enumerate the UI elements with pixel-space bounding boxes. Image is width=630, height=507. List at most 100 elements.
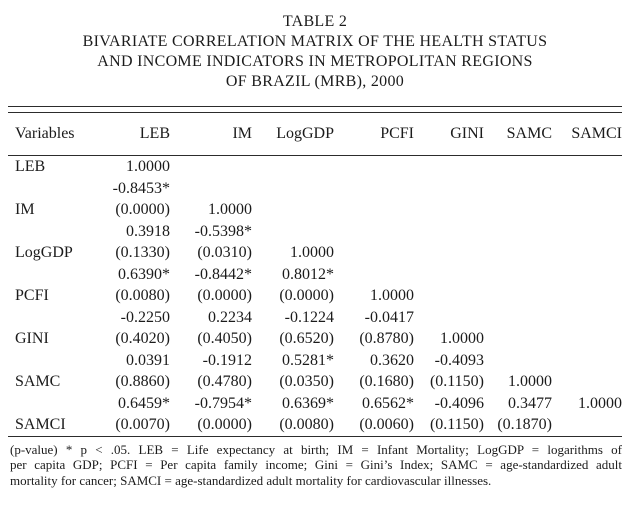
table-row: 0.3918 -0.5398* [8,221,622,243]
matrix-cell [414,221,484,243]
matrix-cell [552,285,622,307]
matrix-cell: 1.0000 [126,158,170,175]
table-row: -0.2250 0.2234 -0.1224 -0.0417 [8,307,622,329]
matrix-cell: 0.6369* [282,394,334,412]
column-header-leb: LEB [100,113,170,156]
matrix-cell [552,221,622,243]
table-number: TABLE 2 [282,13,348,30]
matrix-cell: -0.2250 [120,308,170,326]
matrix-cell [414,264,484,286]
matrix-cell [334,178,414,200]
matrix-cell: 0.3620 [370,351,414,369]
column-header-loggdp: LogGDP [252,113,334,156]
matrix-cell [414,307,484,329]
matrix-cell: (0.4020) [115,330,170,347]
matrix-cell: (0.0080) [279,416,334,433]
matrix-cell: 1.0000 [508,373,552,390]
matrix-cell: 0.5281* [282,351,334,369]
table-caption: TABLE 2 BIVARIATE CORRELATION MATRIX OF … [0,0,630,92]
matrix-cell: (0.4780) [197,373,252,390]
matrix-cell: 1.0000 [290,244,334,261]
matrix-cell: (0.0000) [197,416,252,433]
matrix-cell: (0.0070) [115,416,170,433]
table-row: 0.6390* -0.8442* 0.8012* [8,264,622,286]
matrix-cell: -0.0417 [364,308,414,326]
matrix-cell [552,328,622,350]
matrix-cell [414,199,484,221]
row-label: PCFI [15,287,49,304]
table-row: 0.0391 -0.1912 0.5281* 0.3620 -0.4093 [8,350,622,372]
matrix-cell: 0.3477 [508,394,552,412]
table-title-line-1: BIVARIATE CORRELATION MATRIX OF THE HEAL… [82,33,548,50]
matrix-cell: -0.4096 [434,394,484,412]
matrix-cell: (0.0060) [359,416,414,433]
matrix-cell [334,199,414,221]
matrix-cell: (0.6520) [279,330,334,347]
matrix-cell [334,242,414,264]
row-label [8,393,100,415]
table-row: 0.6459* -0.7954* 0.6369* 0.6562* -0.4096… [8,393,622,415]
row-label: GINI [15,330,49,347]
matrix-cell [484,307,552,329]
matrix-cell [484,199,552,221]
column-header-pcfi: PCFI [334,113,414,156]
footnote-line-2: per capita GDP; PCFI = Per capita family… [10,457,622,473]
matrix-cell [552,264,622,286]
matrix-cell [414,178,484,200]
matrix-cell: -0.4093 [434,351,484,369]
matrix-cell [252,178,334,200]
table-row: SAMCI (0.0070) (0.0000) (0.0080) (0.0060… [8,414,622,436]
matrix-cell: 0.3918 [126,222,170,240]
matrix-cell [252,156,334,178]
matrix-cell: (0.8780) [359,330,414,347]
table-row: SAMC (0.8860) (0.4780) (0.0350) (0.1680)… [8,371,622,393]
row-label: LogGDP [15,244,73,261]
matrix-cell [552,242,622,264]
matrix-cell [414,285,484,307]
table-row: PCFI (0.0080) (0.0000) (0.0000) 1.0000 [8,285,622,307]
matrix-cell [484,178,552,200]
matrix-cell [552,307,622,329]
matrix-cell [484,285,552,307]
matrix-cell [170,156,252,178]
matrix-cell: (0.8860) [115,373,170,390]
matrix-cell: (0.0350) [279,373,334,390]
table-title-line-3: OF BRAZIL (MRB), 2000 [225,73,405,90]
matrix-cell: 0.6562* [362,394,414,412]
column-header-samc: SAMC [484,113,552,156]
row-label: SAMC [15,373,61,390]
table-row: LEB 1.0000 [8,156,622,178]
matrix-cell: (0.1870) [497,416,552,433]
matrix-cell [334,221,414,243]
row-label [8,264,100,286]
footnote-line-1: (p-value) * p < .05. LEB = Life expectan… [10,441,622,457]
matrix-cell: 0.0391 [126,351,170,369]
row-label: IM [15,201,35,218]
matrix-cell: (0.1330) [115,244,170,261]
matrix-cell [552,371,622,393]
row-label [8,350,100,372]
correlation-matrix-table: Variables LEB IM LogGDP PCFI GINI SAMC S… [8,113,622,437]
row-label: SAMCI [15,416,66,433]
matrix-cell: (0.0080) [115,287,170,304]
matrix-cell: 0.6390* [118,265,170,283]
table-row: IM (0.0000) 1.0000 [8,199,622,221]
matrix-cell: (0.1680) [359,373,414,390]
matrix-cell [414,156,484,178]
matrix-cell [552,350,622,372]
matrix-cell: 0.6459* [118,394,170,412]
matrix-cell: 1.0000 [208,201,252,218]
matrix-cell [170,178,252,200]
table-footnote: (p-value) * p < .05. LEB = Life expectan… [8,442,622,490]
matrix-cell [484,156,552,178]
table-row: GINI (0.4020) (0.4050) (0.6520) (0.8780)… [8,328,622,350]
column-header-gini: GINI [414,113,484,156]
table-top-double-rule [8,106,622,113]
row-label [8,178,100,200]
table-row: -0.8453* [8,178,622,200]
column-header-samci: SAMCI [552,113,622,156]
column-header-variables: Variables [8,113,100,156]
matrix-cell: (0.1150) [429,416,484,433]
matrix-cell: (0.0310) [197,244,252,261]
matrix-cell [334,156,414,178]
